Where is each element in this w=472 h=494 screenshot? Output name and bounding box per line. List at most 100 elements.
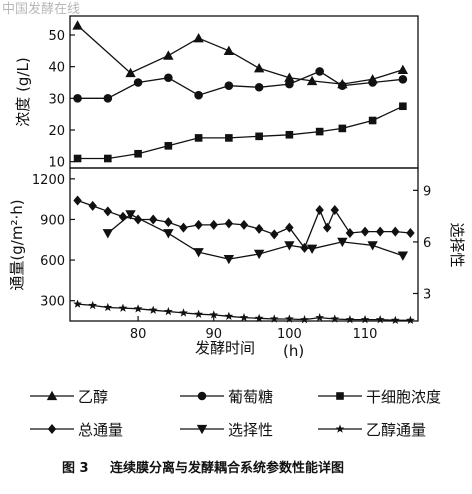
legend-marker <box>196 424 208 435</box>
data-point <box>149 214 158 225</box>
data-point <box>269 314 279 323</box>
legend-label: 选择性 <box>228 421 273 439</box>
data-point <box>338 124 347 133</box>
data-point <box>194 219 203 230</box>
data-point <box>88 200 97 211</box>
legend-label: 乙醇 <box>78 388 108 406</box>
data-point <box>72 20 83 30</box>
data-point <box>345 227 355 238</box>
data-point <box>345 315 355 324</box>
data-point <box>337 237 348 248</box>
data-point <box>223 254 235 265</box>
data-point <box>406 227 415 238</box>
x-tick-label: 100 <box>277 327 302 342</box>
data-point <box>73 154 82 163</box>
data-point <box>285 222 294 233</box>
data-point <box>375 226 385 237</box>
data-point <box>179 308 188 317</box>
legend-marker <box>197 391 207 401</box>
data-point <box>73 195 82 206</box>
data-point <box>255 132 263 141</box>
data-point <box>193 32 204 43</box>
data-point <box>360 226 370 237</box>
bottom-y2-axis-label: 选择性 <box>448 222 466 267</box>
x-axis-unit: (h) <box>283 342 304 360</box>
legend-item: 总通量 <box>30 421 123 439</box>
data-point <box>368 116 377 125</box>
data-point <box>284 241 295 251</box>
bottom-y-tick-label: 900 <box>40 213 65 228</box>
data-point <box>164 142 173 150</box>
data-point <box>375 315 385 324</box>
bottom-y-tick-label: 1200 <box>32 173 65 188</box>
data-point <box>88 300 98 310</box>
data-point <box>285 79 294 89</box>
series-diamond <box>73 195 415 253</box>
data-point <box>209 310 219 319</box>
data-point <box>390 315 400 325</box>
data-point <box>125 67 136 78</box>
series-triangle-up <box>72 20 409 89</box>
data-point <box>391 226 400 237</box>
bottom-y2-tick-label: 9 <box>423 184 431 199</box>
top-y-tick-label: 30 <box>48 92 65 107</box>
data-point <box>398 75 408 84</box>
legend-item: 乙醇 <box>30 388 108 406</box>
data-point <box>125 210 136 220</box>
data-point <box>209 219 218 230</box>
top-y-tick-label: 10 <box>48 156 65 171</box>
data-point <box>225 134 233 142</box>
data-point <box>163 306 173 316</box>
legend-marker <box>46 390 58 401</box>
series-circle <box>73 67 408 103</box>
series-line <box>77 70 403 99</box>
data-point <box>315 67 324 76</box>
bottom-y2-tick-label: 3 <box>423 287 431 302</box>
data-point <box>163 229 174 239</box>
legend-label: 葡萄糖 <box>228 388 273 406</box>
x-tick-label: 110 <box>353 327 378 342</box>
data-point <box>323 222 332 233</box>
data-point <box>300 315 309 324</box>
data-point <box>224 81 234 90</box>
data-point <box>254 223 264 234</box>
data-point <box>330 314 340 323</box>
data-point <box>368 78 377 87</box>
data-point <box>285 314 294 323</box>
top-panel-frame <box>69 15 419 169</box>
data-point <box>193 248 204 258</box>
series-triangle-down <box>102 210 409 265</box>
caption-label: 图 3 <box>62 461 89 476</box>
x-tick-label: 90 <box>205 327 222 342</box>
data-point <box>306 75 318 86</box>
data-point <box>330 204 339 215</box>
data-point <box>254 313 264 323</box>
legend-label: 干细胞浓度 <box>366 388 441 406</box>
data-point <box>102 229 114 239</box>
bottom-y-axis-label: 通量(g/m²·h) <box>8 199 26 290</box>
data-point <box>194 134 203 142</box>
data-point <box>133 304 143 313</box>
data-point <box>315 127 324 136</box>
data-point <box>164 73 173 83</box>
data-point <box>397 64 409 74</box>
data-point <box>104 154 112 163</box>
legend-item: 乙醇通量 <box>318 421 426 439</box>
data-point <box>239 219 249 230</box>
data-point <box>118 211 128 222</box>
data-point <box>103 302 113 312</box>
data-point <box>397 251 409 261</box>
data-point <box>223 45 235 55</box>
data-point <box>360 315 370 324</box>
data-point <box>164 217 173 228</box>
data-point <box>103 206 113 217</box>
data-point <box>399 102 407 111</box>
series-line <box>77 105 404 160</box>
data-point <box>133 78 143 87</box>
x-axis-label: 发酵时间 <box>195 339 255 357</box>
legend-marker <box>47 424 57 434</box>
data-point <box>253 63 265 73</box>
legend-item: 选择性 <box>180 421 273 439</box>
top-y-tick-label: 40 <box>48 61 65 76</box>
